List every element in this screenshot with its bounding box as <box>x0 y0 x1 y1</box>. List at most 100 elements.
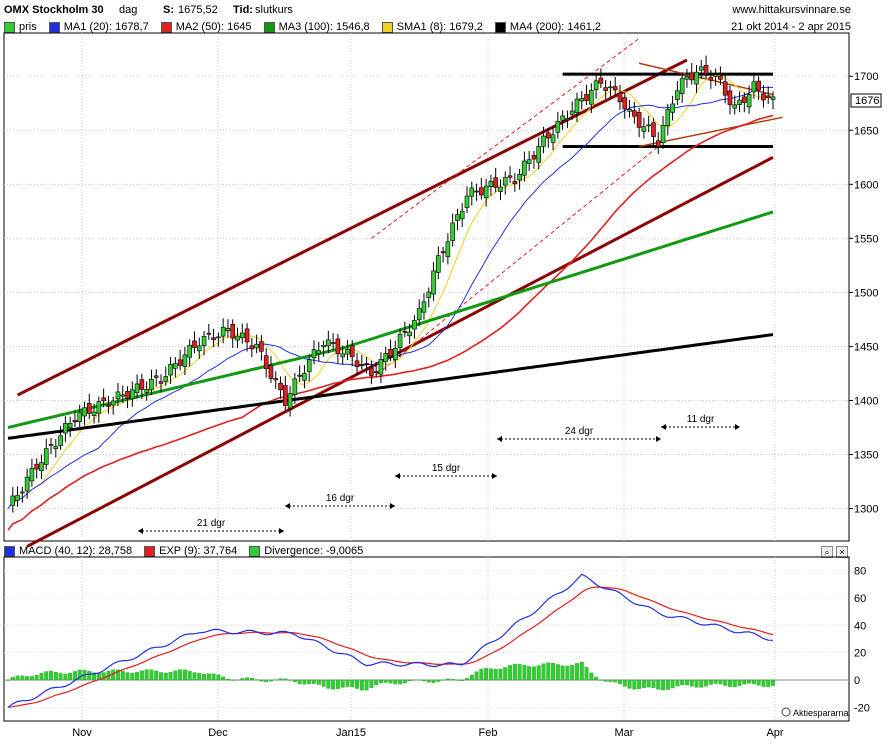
divergence-bar <box>488 668 493 681</box>
candle-body <box>106 404 111 407</box>
site-url[interactable]: www.hittakursvinnare.se <box>732 4 851 16</box>
candle-body <box>517 173 522 181</box>
divergence-bar <box>551 662 556 681</box>
candle-body <box>144 389 149 393</box>
divergence-bar <box>34 675 39 681</box>
divergence-bar <box>661 679 665 691</box>
candles <box>10 55 776 513</box>
divergence-bar <box>761 679 766 687</box>
legend-swatch <box>263 21 275 33</box>
candle-body <box>53 445 59 449</box>
candle-body <box>34 463 39 470</box>
divergence-bar <box>72 671 77 681</box>
divergence-bar <box>288 679 293 681</box>
candle-body <box>29 467 35 482</box>
divergence-bar <box>187 670 192 681</box>
candle-body <box>369 367 374 376</box>
divergence-bar <box>718 679 723 685</box>
macd-y-tick-label: -20 <box>854 702 870 714</box>
divergence-bar <box>63 673 68 681</box>
candle-body <box>306 359 312 373</box>
macd-y-tick-label: 60 <box>854 593 866 605</box>
divergence-bar <box>20 675 25 681</box>
macd-y-tick-label: 80 <box>854 566 866 578</box>
divergence-bar <box>77 669 82 681</box>
divergence-bar <box>694 679 699 688</box>
divergence-bar <box>541 663 546 681</box>
candle-body <box>311 349 317 359</box>
legend-label: SMA1 (8): 1679,2 <box>396 21 483 33</box>
y-tick-label: 1450 <box>854 341 878 353</box>
divergence-bar <box>579 662 584 681</box>
divergence-bar <box>278 678 283 681</box>
y-tick-label: 1650 <box>854 125 878 137</box>
divergence-bar <box>359 679 364 691</box>
macd-y-tick-label: 40 <box>854 620 866 632</box>
arrow-head-right <box>656 436 661 442</box>
candle-body <box>651 122 656 137</box>
candle-body <box>761 93 766 101</box>
divergence-bar <box>101 672 106 681</box>
candle-body <box>254 343 259 349</box>
legend-label: pris <box>19 21 37 33</box>
legend-item: MACD (40, 12): 28,758 <box>4 545 132 557</box>
divergence-bar <box>723 679 728 686</box>
divergence-bar <box>283 678 288 681</box>
divergence-bar <box>49 671 53 681</box>
divergence-bar <box>728 679 732 687</box>
candle-body <box>660 125 666 144</box>
divergence-bar <box>450 678 455 681</box>
legend-swatch <box>4 545 15 557</box>
divergence-bar <box>68 672 73 681</box>
divergence-bar <box>202 673 206 681</box>
upper-channel-line <box>16 58 688 397</box>
candle-body <box>388 348 393 357</box>
candle-body <box>722 81 728 96</box>
candle-body <box>130 389 135 400</box>
divergence-bar <box>627 679 632 689</box>
period-label: dag <box>119 4 138 16</box>
index-title: OMX Stockholm 30 <box>4 4 104 16</box>
arrow-head-right <box>390 503 395 509</box>
candle-body <box>555 121 561 133</box>
candle-body <box>239 332 245 339</box>
macd-y-tick-label: 20 <box>854 648 866 660</box>
macd-panel-frame <box>3 556 850 722</box>
divergence-bar <box>445 678 450 681</box>
date-range: 21 okt 2014 - 2 apr 2015 <box>731 21 851 33</box>
candle-body <box>206 332 212 335</box>
candle-body <box>646 124 651 127</box>
aktiespararna-logo-icon <box>781 707 791 717</box>
divergence-bar <box>273 679 278 681</box>
candle-body <box>689 72 695 81</box>
divergence-bar <box>335 679 340 689</box>
duration-label: 24 dgr <box>565 426 594 437</box>
candle-body <box>718 75 723 80</box>
arrow-head-left <box>497 436 502 442</box>
divergence-bar <box>307 679 312 684</box>
candle-body <box>82 407 87 417</box>
divergence-bar <box>388 679 393 684</box>
divergence-bar <box>383 679 388 683</box>
divergence-bar <box>44 671 49 681</box>
divergence-bar <box>374 679 379 686</box>
candle-body <box>698 66 704 71</box>
candle-body <box>713 74 718 77</box>
candle-body <box>737 99 742 105</box>
divergence-bar <box>355 679 359 689</box>
candle-body <box>612 86 618 90</box>
dashed-channel-lower <box>371 146 659 380</box>
divergence-bar <box>498 668 503 681</box>
divergence-bar <box>264 679 269 682</box>
candle-body <box>684 76 690 80</box>
candle-body <box>402 331 408 333</box>
candle-body <box>96 401 102 414</box>
candle-body <box>287 393 293 409</box>
legend-label: MA2 (50): 1645 <box>175 21 252 33</box>
candle-body <box>39 462 44 472</box>
candle-body <box>694 71 699 85</box>
candle-body <box>378 359 384 375</box>
divergence-bar <box>345 679 350 687</box>
legend-swatch <box>144 545 156 557</box>
candle-body <box>574 98 580 113</box>
